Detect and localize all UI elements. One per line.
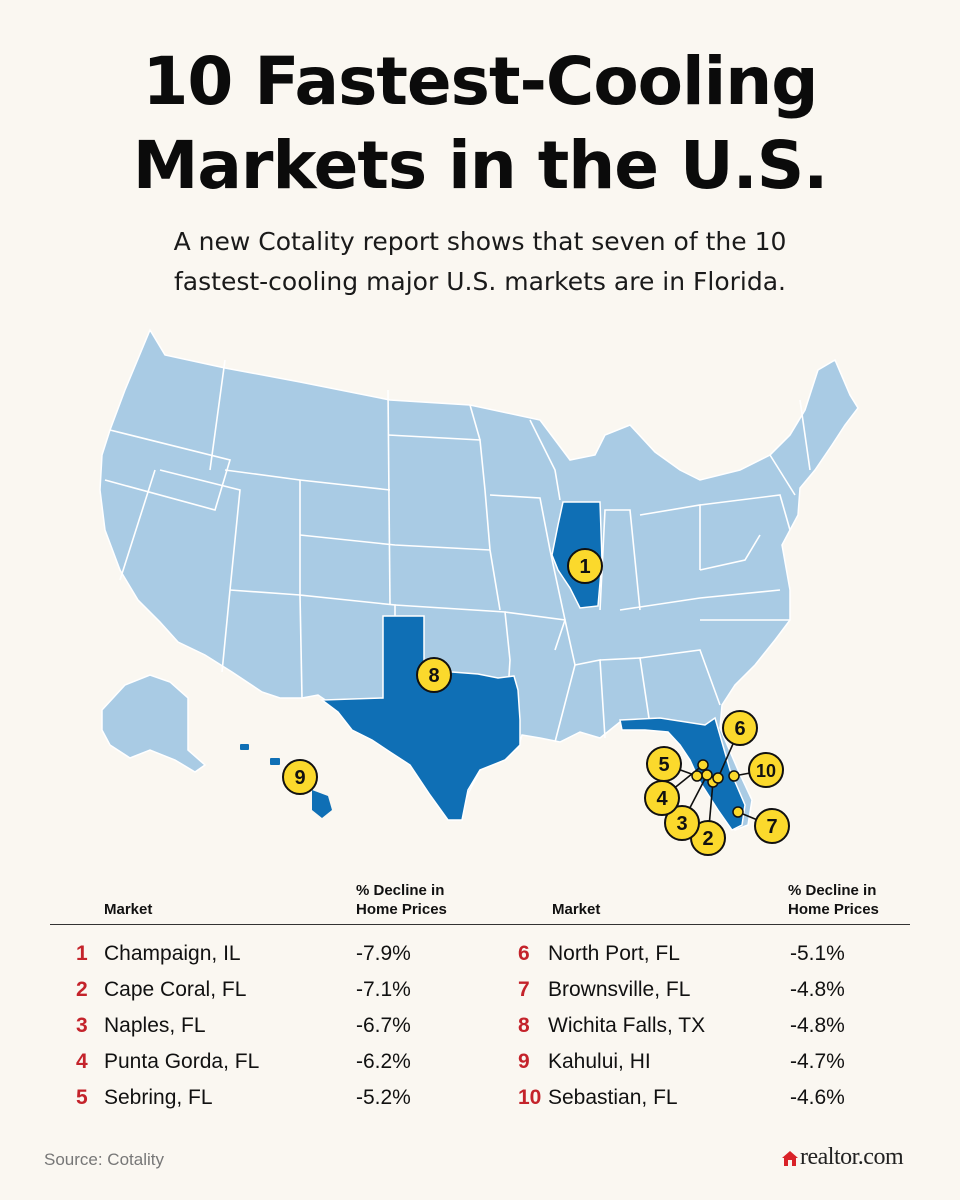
- subtitle-line-1: A new Cotality report shows that seven o…: [173, 227, 787, 256]
- decline-value: -5.2%: [356, 1086, 411, 1109]
- decline-value: -6.7%: [356, 1014, 411, 1037]
- marker-label-2: 2: [702, 828, 713, 850]
- texas-state: [319, 615, 521, 821]
- marker-dot: [732, 806, 744, 818]
- decline-value: -7.1%: [356, 978, 411, 1001]
- marker-circle-9: [282, 759, 318, 795]
- rank-number: 5: [76, 1086, 88, 1109]
- marker-label-1: 1: [579, 556, 590, 578]
- market-name: Wichita Falls, TX: [548, 1014, 706, 1037]
- marker-label-9: 9: [294, 767, 305, 789]
- header-decline-left-line1: % Decline in: [356, 882, 445, 899]
- marker-label-3: 3: [676, 813, 687, 835]
- marker-dot: [697, 759, 709, 771]
- table-divider: [50, 924, 910, 925]
- market-name: Punta Gorda, FL: [104, 1050, 260, 1073]
- marker-circle-10: [748, 752, 784, 788]
- rank-number: 1: [76, 942, 88, 965]
- us-map: 1 234 5 6 7 8 9 10: [99, 328, 859, 856]
- market-name: Cape Coral, FL: [104, 978, 247, 1001]
- market-name: Brownsville, FL: [548, 978, 691, 1001]
- market-name: North Port, FL: [548, 942, 680, 965]
- title-line-1: 10 Fastest-Cooling: [142, 43, 819, 120]
- rank-number: 8: [518, 1014, 530, 1037]
- marker-label-4: 4: [656, 788, 668, 810]
- decline-value: -6.2%: [356, 1050, 411, 1073]
- marker-circle-8: [416, 657, 452, 693]
- map-markers: 1 234 5 6 7 8 9 10: [282, 548, 790, 856]
- market-name: Naples, FL: [104, 1014, 206, 1037]
- rank-number: 9: [518, 1050, 530, 1073]
- header-market-right: Market: [552, 901, 601, 918]
- title-line-2: Markets in the U.S.: [132, 127, 829, 204]
- marker-dot: [728, 770, 740, 782]
- market-name: Sebring, FL: [104, 1086, 213, 1109]
- decline-value: -4.8%: [790, 1014, 845, 1037]
- market-name: Kahului, HI: [548, 1050, 651, 1073]
- us-map-base: [99, 328, 859, 831]
- rank-number: 7: [518, 978, 530, 1001]
- marker-dot: [701, 769, 713, 781]
- marker-label-5: 5: [658, 754, 669, 776]
- marker-circle-6: [722, 710, 758, 746]
- marker-label-7: 7: [766, 816, 777, 838]
- header-decline-right: % Decline in Home Prices: [788, 881, 879, 919]
- header-decline-right-line1: % Decline in: [788, 882, 877, 899]
- header-decline-left: % Decline in Home Prices: [356, 881, 447, 919]
- marker-circle-7: [754, 808, 790, 844]
- rank-number: 4: [76, 1050, 88, 1073]
- marker-circle-5: [646, 746, 682, 782]
- rank-number: 3: [76, 1014, 88, 1037]
- subtitle: A new Cotality report shows that seven o…: [0, 222, 960, 302]
- header-decline-right-line2: Home Prices: [788, 901, 879, 918]
- market-name: Sebastian, FL: [548, 1086, 678, 1109]
- rank-number: 2: [76, 978, 88, 1001]
- alaska-shape: [101, 674, 207, 773]
- marker-label-6: 6: [734, 718, 745, 740]
- marker-circle-1: [567, 548, 603, 584]
- decline-value: -4.8%: [790, 978, 845, 1001]
- decline-value: -5.1%: [790, 942, 845, 965]
- marker-circle-3: [664, 805, 700, 841]
- header-market-left: Market: [104, 901, 153, 918]
- florida-state: [619, 716, 746, 831]
- rank-number: 6: [518, 942, 530, 965]
- marker-label-8: 8: [428, 665, 439, 687]
- source-note: Source: Cotality: [44, 1150, 164, 1169]
- subtitle-line-2: fastest-cooling major U.S. markets are i…: [174, 267, 786, 296]
- contiguous-us-shape: [99, 328, 859, 831]
- marker-label-10: 10: [756, 761, 776, 781]
- house-icon: [782, 1150, 798, 1166]
- marker-dot: [712, 772, 724, 784]
- decline-value: -4.6%: [790, 1086, 845, 1109]
- market-name: Champaign, IL: [104, 942, 241, 965]
- decline-value: -7.9%: [356, 942, 411, 965]
- brand-logo: realtor.com: [780, 1144, 904, 1171]
- brand-name: realtor.com: [800, 1144, 904, 1170]
- header-decline-left-line2: Home Prices: [356, 901, 447, 918]
- marker-dot: [691, 770, 703, 782]
- decline-value: -4.7%: [790, 1050, 845, 1073]
- page-title: 10 Fastest-Cooling Markets in the U.S.: [0, 40, 960, 208]
- rank-number: 10: [518, 1086, 542, 1109]
